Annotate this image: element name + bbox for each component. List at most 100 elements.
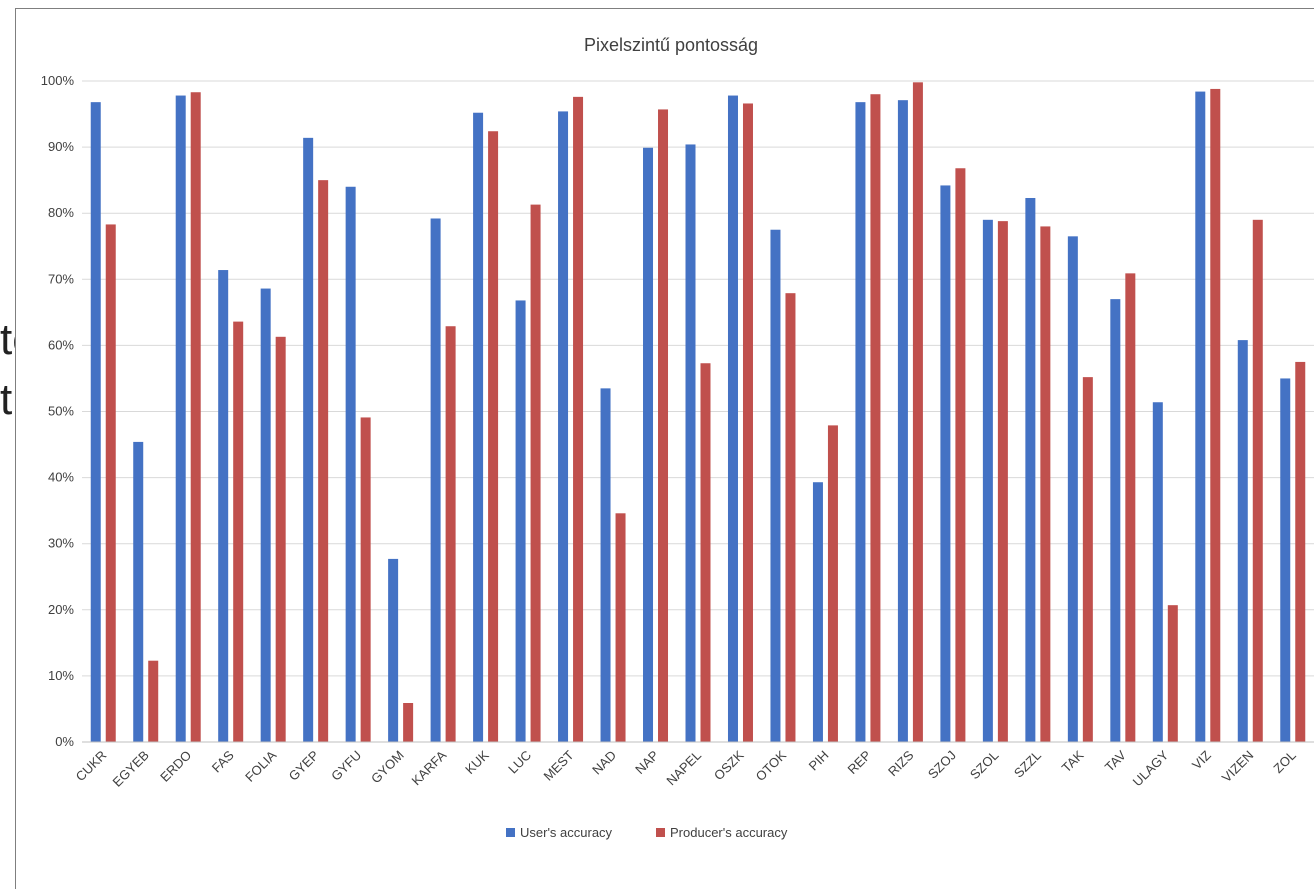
y-tick-label: 100% — [41, 73, 75, 88]
bar-producers-accuracy-tak — [1082, 377, 1093, 742]
bar-users-accuracy-mest — [558, 111, 569, 742]
bar-users-accuracy-szol — [982, 219, 993, 742]
x-tick-label: KUK — [462, 747, 492, 777]
y-tick-label: 20% — [48, 602, 74, 617]
x-tick-label: TAV — [1102, 747, 1129, 774]
bar-producers-accuracy-gyfu — [360, 417, 371, 742]
x-tick-label: FOLIA — [242, 747, 279, 784]
bar-users-accuracy-egyeb — [133, 441, 144, 742]
legend-swatch — [506, 828, 515, 837]
bar-producers-accuracy-luc — [530, 204, 541, 742]
x-tick-label: NAD — [589, 748, 619, 778]
bar-users-accuracy-fas — [218, 270, 229, 742]
x-axis-labels: CUKR EGYEB ERDO FAS FOLIA GYEP GYFU GYOM KARFA KU… — [73, 747, 1299, 790]
bar-users-accuracy-napel — [685, 144, 696, 742]
bar-users-accuracy-tav — [1110, 299, 1121, 742]
legend-swatch — [656, 828, 665, 837]
y-tick-label: 70% — [48, 271, 74, 286]
bar-producers-accuracy-ulagy — [1167, 605, 1178, 742]
x-tick-label: PIH — [806, 748, 832, 774]
bar-users-accuracy-oszk — [727, 95, 738, 743]
bar-producers-accuracy-viz — [1210, 88, 1221, 742]
bar-producers-accuracy-oszk — [742, 103, 753, 742]
x-tick-label: KARFA — [408, 747, 449, 788]
x-tick-label: TAK — [1059, 747, 1087, 775]
bar-users-accuracy-gyom — [388, 558, 399, 742]
x-tick-label: OTOK — [753, 747, 790, 784]
bar-users-accuracy-cukr — [90, 102, 101, 743]
bar-users-accuracy-karfa — [430, 218, 441, 742]
x-tick-label: ZOL — [1270, 748, 1298, 776]
bar-producers-accuracy-szoj — [955, 168, 966, 742]
bar-producers-accuracy-egyeb — [148, 660, 159, 742]
bar-users-accuracy-nad — [600, 388, 611, 742]
y-tick-label: 0% — [55, 734, 74, 749]
x-tick-label: MEST — [541, 747, 577, 783]
bar-producers-accuracy-zol — [1295, 361, 1306, 742]
bar-producers-accuracy-napel — [700, 363, 711, 742]
bar-producers-accuracy-szol — [997, 221, 1008, 742]
bar-producers-accuracy-kuk — [488, 131, 499, 743]
chart-frame: Pixelszintű pontosság 0% 10% 20% 30% 40% 50% 6… — [15, 8, 1314, 889]
x-tick-label: ERDO — [157, 748, 194, 785]
bar-producers-accuracy-mest — [573, 96, 584, 742]
bar-users-accuracy-rizs — [897, 100, 908, 742]
legend-label: User's accuracy — [520, 825, 613, 840]
bar-producers-accuracy-rep — [870, 94, 881, 743]
bar-users-accuracy-otok — [770, 229, 781, 743]
gridlines — [82, 80, 1314, 677]
bar-users-accuracy-viz — [1195, 91, 1206, 743]
bar-producers-accuracy-szzl — [1040, 226, 1051, 743]
x-tick-label: SZOL — [967, 748, 1002, 783]
x-tick-label: VIZ — [1189, 747, 1214, 772]
y-tick-label: 30% — [48, 536, 74, 551]
bar-users-accuracy-erdo — [175, 95, 186, 743]
background-text-fragment: t — [0, 375, 13, 424]
bar-users-accuracy-pih — [812, 482, 823, 742]
x-tick-label: REP — [845, 748, 875, 778]
bar-users-accuracy-szoj — [940, 185, 951, 743]
legend: User's accuracy Producer's accuracy — [506, 825, 788, 840]
bar-users-accuracy-folia — [260, 288, 271, 742]
bar-producers-accuracy-nad — [615, 513, 626, 742]
bar-users-accuracy-vizen — [1237, 340, 1248, 742]
y-tick-label: 40% — [48, 470, 74, 485]
slide: tc t Pixelszintű pontosság 0%10%20%30%40… — [0, 8, 1314, 889]
x-tick-label: GYFU — [328, 748, 364, 784]
bar-producers-accuracy-vizen — [1252, 219, 1263, 742]
x-tick-label: RIZS — [885, 747, 917, 779]
bar-users-accuracy-ulagy — [1152, 402, 1163, 742]
x-tick-label: GYEP — [286, 748, 322, 784]
x-tick-label: OSZK — [711, 747, 747, 783]
x-tick-label: NAP — [632, 748, 662, 778]
y-axis-ticks: 0% 10% 20% 30% 40% 50% 60% 70% 80% 90% 100% — [41, 73, 75, 749]
bar-producers-accuracy-nap — [658, 109, 669, 743]
x-tick-label: NAPEL — [663, 748, 704, 789]
bar-users-accuracy-zol — [1280, 378, 1291, 742]
y-tick-label: 60% — [48, 337, 74, 352]
y-tick-label: 90% — [48, 139, 74, 154]
y-tick-label: 50% — [48, 404, 74, 419]
legend-label: Producer's accuracy — [670, 825, 788, 840]
bar-producers-accuracy-cukr — [105, 224, 116, 742]
bar-producers-accuracy-tav — [1125, 273, 1136, 742]
x-tick-label: GYOM — [368, 748, 407, 787]
bar-producers-accuracy-gyom — [403, 703, 414, 742]
x-tick-label: ULAGY — [1130, 747, 1172, 789]
bar-producers-accuracy-folia — [275, 336, 286, 742]
bar-producers-accuracy-pih — [827, 425, 838, 742]
bar-users-accuracy-tak — [1067, 236, 1078, 742]
bar-producers-accuracy-karfa — [445, 326, 456, 742]
bar-users-accuracy-gyep — [303, 137, 314, 742]
x-tick-label: CUKR — [73, 748, 110, 785]
bar-users-accuracy-rep — [855, 102, 866, 743]
x-tick-label: FAS — [209, 747, 237, 775]
bar-producers-accuracy-gyep — [318, 180, 329, 742]
x-tick-label: VIZEN — [1219, 748, 1257, 786]
bars — [90, 82, 1306, 743]
chart-title: Pixelszintű pontosság — [584, 35, 758, 55]
x-tick-label: LUC — [505, 748, 534, 777]
bar-users-accuracy-luc — [515, 300, 526, 742]
bar-producers-accuracy-erdo — [190, 92, 201, 742]
bar-users-accuracy-nap — [643, 147, 654, 743]
